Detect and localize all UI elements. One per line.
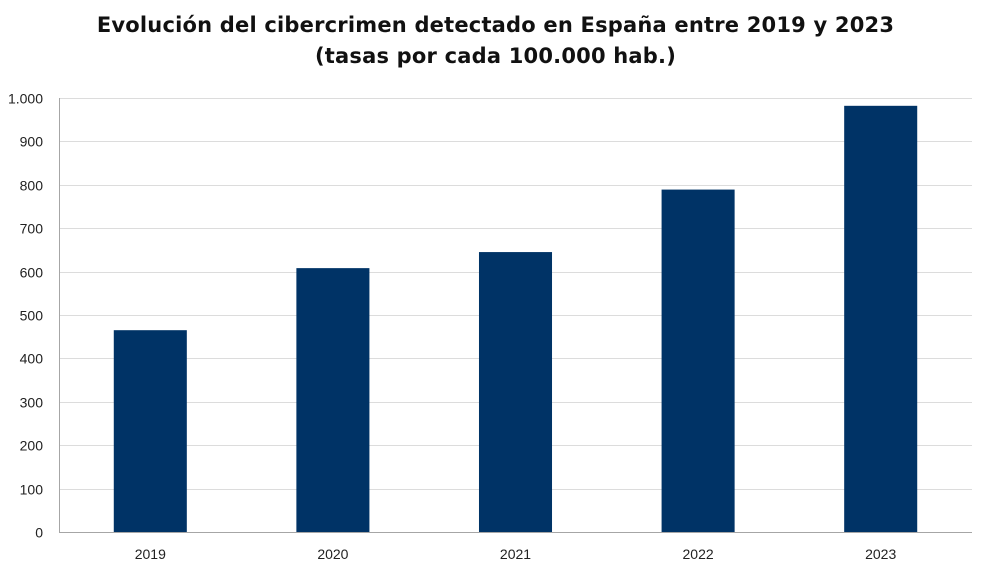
x-tick-label: 2022 <box>683 546 714 562</box>
x-tick-labels: 2019 2020 2021 2022 2023 <box>135 546 897 562</box>
y-tick-labels: 0 100 200 300 400 500 600 700 800 900 1.000 <box>8 91 43 541</box>
x-tick-label: 2019 <box>135 546 166 562</box>
x-tick-label: 2020 <box>317 546 348 562</box>
x-tick-label: 2021 <box>500 546 531 562</box>
y-tick-label: 600 <box>20 265 44 281</box>
x-tick-label: 2023 <box>865 546 896 562</box>
axes <box>59 98 972 533</box>
bar-2019 <box>113 330 187 532</box>
chart-title: Evolución del cibercrimen detectado en E… <box>96 13 895 37</box>
chart-title-block: Evolución del cibercrimen detectado en E… <box>0 10 991 72</box>
chart-subtitle: (tasas por cada 100.000 hab.) <box>314 44 677 68</box>
bar-2021 <box>478 252 553 532</box>
y-tick-label: 800 <box>20 178 44 194</box>
bars <box>113 105 918 532</box>
y-tick-label: 300 <box>20 395 44 411</box>
y-tick-label: 500 <box>20 308 44 324</box>
y-tick-label: 200 <box>20 438 44 454</box>
y-tick-label: 400 <box>20 351 44 367</box>
y-tick-label: 700 <box>20 221 44 237</box>
y-tick-label: 1.000 <box>8 91 43 107</box>
y-tick-label: 100 <box>20 482 44 498</box>
bar-2023 <box>844 105 918 532</box>
y-tick-label: 900 <box>20 134 44 150</box>
y-tick-label: 0 <box>35 525 43 541</box>
bar-2020 <box>296 268 370 532</box>
bar-2022 <box>661 189 735 532</box>
